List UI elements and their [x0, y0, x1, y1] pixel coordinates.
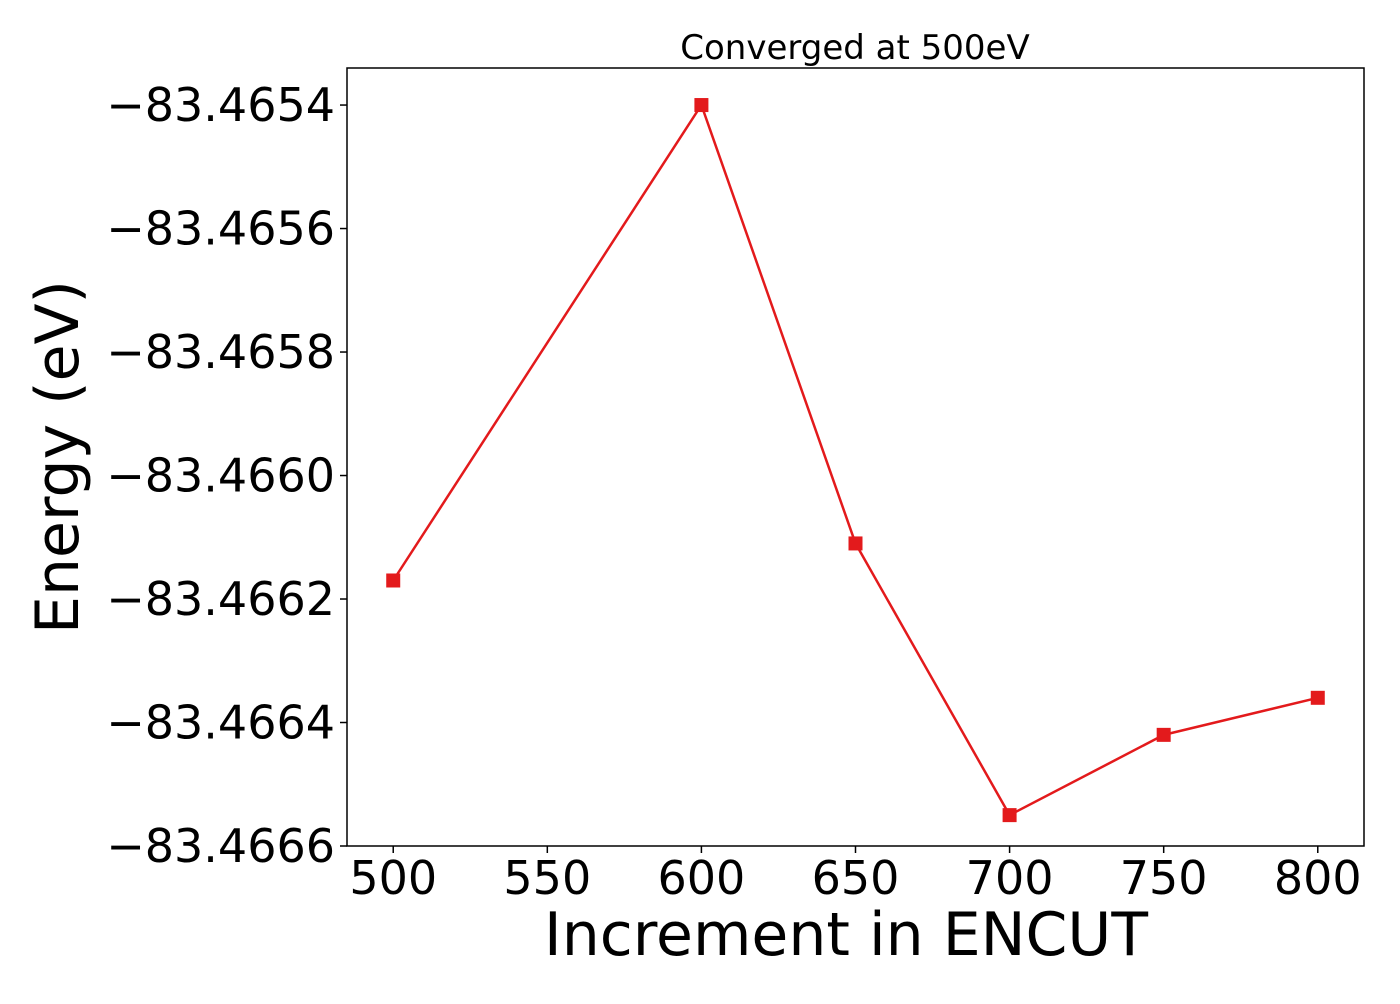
y-tick-label: −83.4656: [106, 202, 335, 256]
series-line: [392, 103, 1319, 817]
y-tick-label: −83.4658: [106, 325, 335, 379]
plot-area: [346, 67, 1365, 847]
y-tick-label: −83.4662: [106, 572, 335, 626]
y-tick-label: −83.4660: [106, 449, 335, 503]
x-tick-label: 650: [812, 851, 900, 905]
x-axis-label: Increment in ENCUT: [544, 900, 1148, 970]
y-tick-label: −83.4664: [106, 696, 335, 750]
data-point-marker: [848, 536, 863, 551]
x-tick-label: 750: [1120, 851, 1208, 905]
data-point-marker: [1310, 690, 1325, 705]
x-axis-ticks: 500 550 600 650 700 750 800: [349, 846, 1362, 905]
x-tick-label: 800: [1274, 851, 1362, 905]
series-group: [386, 98, 1325, 823]
y-axis-ticks: −83.4654 −83.4656 −83.4658 −83.4660 −83.4662…: [106, 78, 347, 873]
x-tick-label: 700: [966, 851, 1054, 905]
data-point-marker: [694, 98, 709, 113]
x-tick-label: 600: [658, 851, 746, 905]
x-tick-label: 500: [349, 851, 437, 905]
y-tick-label: −83.4666: [106, 819, 335, 873]
y-axis-label: Energy (eV): [23, 280, 93, 634]
data-point-marker: [1002, 808, 1017, 823]
x-tick-label: 550: [503, 851, 591, 905]
chart-title: Converged at 500eV: [680, 28, 1029, 68]
y-tick-label: −83.4654: [106, 78, 335, 132]
data-point-marker: [386, 573, 401, 588]
data-point-marker: [1156, 727, 1171, 742]
